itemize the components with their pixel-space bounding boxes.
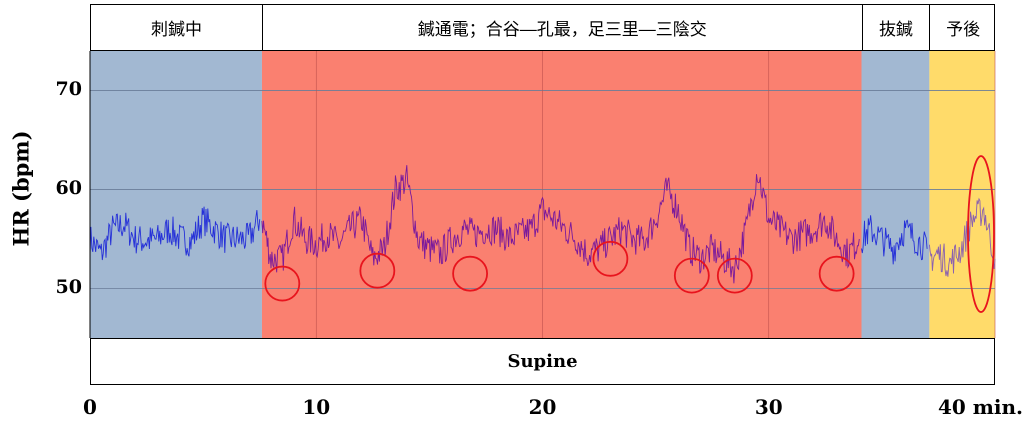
hr-series <box>89 165 996 284</box>
hr-series-line <box>89 206 261 261</box>
phase-label-0: 刺鍼中 <box>91 5 263 50</box>
x-tick-label: 30 <box>754 395 783 419</box>
hr-series-line <box>928 197 996 277</box>
phase-band <box>90 51 262 338</box>
phase-band <box>261 51 862 338</box>
phase-band <box>861 51 930 338</box>
highlight-marker <box>264 265 301 302</box>
phase-band <box>929 51 995 338</box>
highlight-marker <box>967 155 995 313</box>
highlight-marker <box>452 255 489 292</box>
highlight-markers <box>264 155 995 313</box>
highlight-marker <box>673 257 710 294</box>
highlight-marker <box>716 257 753 294</box>
x-tick-label: 10 <box>302 395 331 419</box>
hr-series-line <box>261 165 860 284</box>
x-tick-label: 0 <box>83 395 97 419</box>
phase-label-1: 鍼通電；合谷―孔最，足三里―三陰交 <box>263 5 863 50</box>
highlight-marker <box>359 252 396 289</box>
y-tick-label: 60 <box>55 176 82 199</box>
x-tick-label: 40 min. <box>937 395 1023 419</box>
highlight-marker <box>818 255 855 292</box>
x-tick-label: 20 <box>528 395 557 419</box>
y-tick-label: 70 <box>55 77 82 100</box>
y-axis-label: HR (bpm) <box>8 130 34 247</box>
phase-header: 刺鍼中 鍼通電；合谷―孔最，足三里―三陰交 抜鍼 予後 <box>90 4 995 51</box>
hr-series-line <box>861 215 928 265</box>
phase-label-2: 抜鍼 <box>863 5 931 50</box>
highlight-marker <box>592 240 629 277</box>
y-tick-label: 50 <box>55 275 82 298</box>
phase-label-3: 予後 <box>946 20 981 40</box>
posture-label: Supine <box>90 338 995 385</box>
